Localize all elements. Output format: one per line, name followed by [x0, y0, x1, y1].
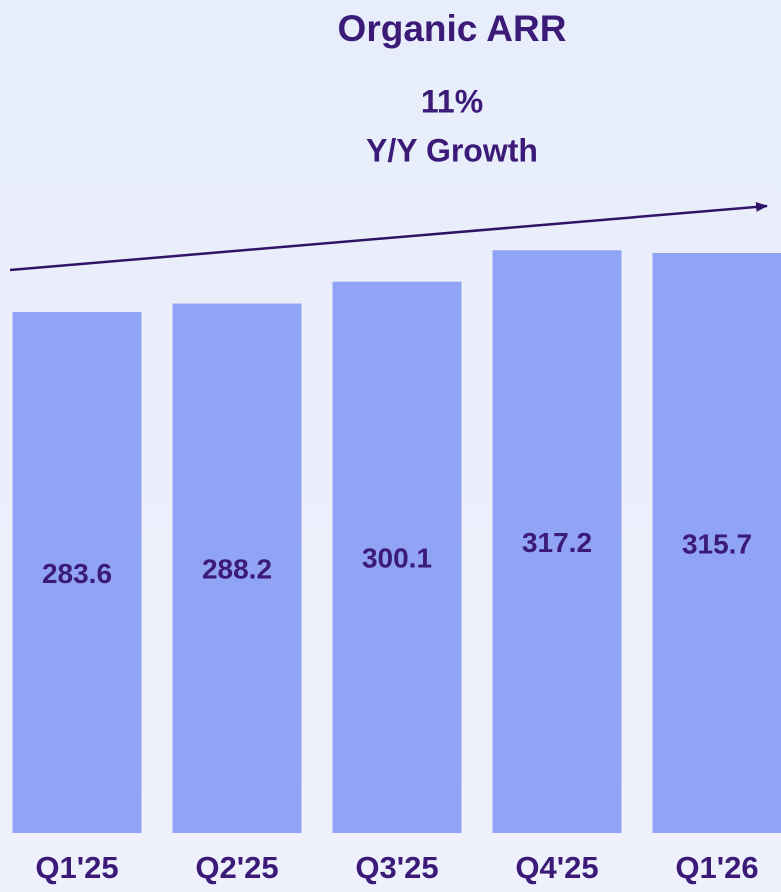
- value-label: 317.2: [522, 527, 592, 558]
- growth-label: Y/Y Growth: [366, 132, 538, 168]
- x-tick-label: Q2'25: [195, 850, 278, 885]
- value-label: 288.2: [202, 554, 272, 585]
- x-tick-label: Q1'25: [35, 850, 118, 885]
- growth-value: 11%: [421, 83, 483, 119]
- chart-title: Organic ARR: [338, 8, 567, 49]
- x-tick-label: Q4'25: [515, 850, 598, 885]
- x-tick-label: Q1'26: [675, 850, 758, 885]
- value-label: 315.7: [682, 528, 752, 559]
- bar: [332, 281, 462, 833]
- value-label: 283.6: [42, 558, 112, 589]
- x-tick-label: Q3'25: [355, 850, 438, 885]
- bar: [172, 303, 302, 834]
- bar: [652, 253, 781, 833]
- trend-arrow: [9, 201, 768, 272]
- bar: [492, 250, 622, 833]
- bar: [12, 311, 142, 833]
- value-label: 300.1: [362, 543, 432, 574]
